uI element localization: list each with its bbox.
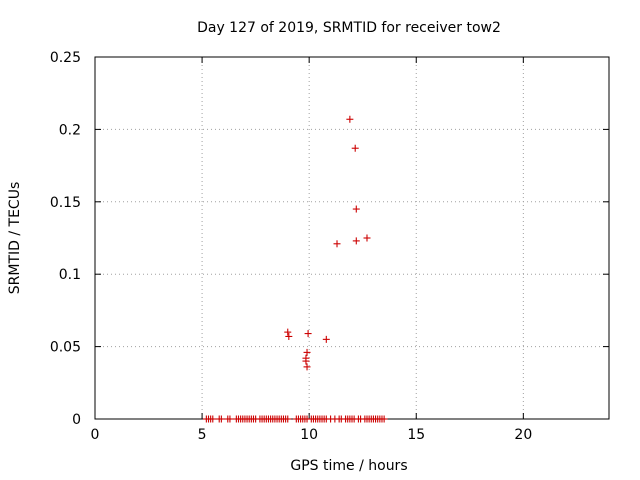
- y-tick-label: 0.1: [59, 267, 81, 283]
- data-point: [285, 332, 293, 340]
- data-point: [351, 144, 359, 152]
- data-point: [217, 415, 225, 423]
- y-tick-label: 0.25: [50, 50, 81, 66]
- data-point: [303, 363, 311, 371]
- x-tick-label: 15: [407, 427, 425, 443]
- grid-lines: [95, 57, 609, 419]
- data-point: [226, 415, 234, 423]
- data-point: [284, 415, 292, 423]
- y-tick-label: 0.05: [50, 340, 81, 356]
- chart-title: Day 127 of 2019, SRMTID for receiver tow…: [197, 20, 501, 36]
- data-point: [380, 415, 388, 423]
- y-tick-labels: 0 0.05 0.1 0.15 0.2 0.25: [50, 50, 81, 428]
- axis-ticks: [94, 56, 609, 420]
- x-tick-label: 20: [514, 427, 532, 443]
- x-tick-label: 10: [300, 427, 318, 443]
- y-tick-label: 0.15: [50, 195, 81, 211]
- data-point: [333, 240, 341, 248]
- x-tick-label: 5: [198, 427, 207, 443]
- x-tick-labels: 0 5 10 15 20: [91, 427, 533, 443]
- plot-frame: [94, 56, 610, 420]
- y-axis-label: SRMTID / TECUs: [7, 182, 23, 295]
- data-point: [352, 237, 360, 245]
- y-tick-label: 0.2: [59, 122, 81, 138]
- y-tick-label: 0: [72, 412, 81, 428]
- data-point: [322, 335, 330, 343]
- data-markers: [202, 115, 388, 423]
- data-point: [346, 115, 354, 123]
- x-tick-label: 0: [91, 427, 100, 443]
- data-point: [284, 328, 292, 336]
- data-point: [304, 330, 312, 338]
- data-point: [363, 234, 371, 242]
- x-axis-label: GPS time / hours: [290, 458, 407, 474]
- data-point: [352, 205, 360, 213]
- data-point: [302, 357, 310, 365]
- data-point: [209, 415, 217, 423]
- data-point: [303, 348, 311, 356]
